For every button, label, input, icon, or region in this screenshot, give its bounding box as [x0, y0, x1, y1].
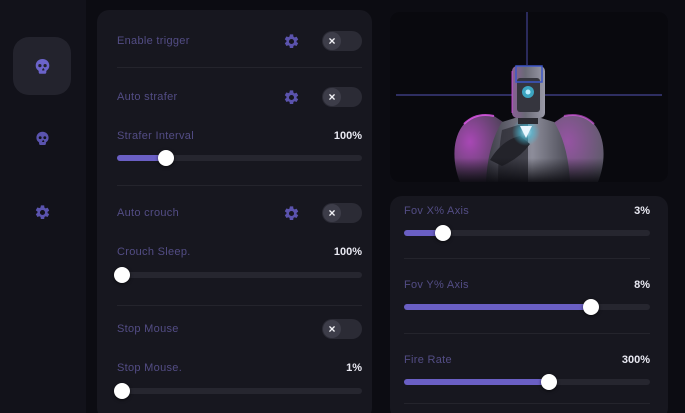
- slider-thumb[interactable]: [541, 374, 558, 390]
- fire-rate-labelrow: Fire Rate 300%: [404, 352, 650, 368]
- robot-face-emblem-core: [525, 89, 531, 95]
- stop-mouse-slider-value: 1%: [346, 362, 362, 374]
- aim-settings-panel: Fov X% Axis 3% Fov Y% Axis 8% Fire Rate …: [390, 196, 668, 413]
- x-icon: ×: [328, 322, 336, 336]
- toggle-knob: ×: [323, 320, 341, 338]
- stop-mouse-label: Stop Mouse: [117, 323, 179, 335]
- feature-row-auto-crouch: Auto crouch ×: [117, 193, 362, 233]
- fov-y-label: Fov Y% Axis: [404, 279, 469, 291]
- crouch-sleep-label: Crouch Sleep.: [117, 246, 191, 258]
- toggle-knob: ×: [323, 88, 341, 106]
- gear-icon[interactable]: [283, 33, 300, 50]
- strafer-interval-slider[interactable]: [117, 150, 362, 166]
- skull-icon: [35, 58, 49, 74]
- crouch-sleep-value: 100%: [333, 246, 362, 258]
- divider: [404, 333, 650, 334]
- fov-y-labelrow: Fov Y% Axis 8%: [404, 277, 650, 293]
- fov-y-slider[interactable]: [404, 299, 650, 315]
- stop-mouse-slider-labelrow: Stop Mouse. 1%: [117, 360, 362, 376]
- slider-thumb[interactable]: [113, 383, 130, 399]
- strafer-interval-value: 100%: [333, 130, 362, 142]
- robot-preview-panel: [390, 12, 668, 182]
- slider-fill: [404, 379, 550, 385]
- gear-icon: [35, 204, 49, 219]
- slider-fill: [404, 230, 444, 236]
- fov-x-label: Fov X% Axis: [404, 205, 470, 217]
- robot-chest-core: [520, 126, 532, 138]
- crouch-sleep-slider[interactable]: [113, 267, 362, 283]
- strafer-interval-label: Strafer Interval: [117, 130, 194, 142]
- sidebar-item-trigger[interactable]: [13, 109, 71, 167]
- sidebar-item-aim[interactable]: [13, 37, 71, 95]
- auto-crouch-label: Auto crouch: [117, 207, 180, 219]
- x-icon: ×: [328, 34, 336, 48]
- slider-track: [117, 388, 362, 394]
- gear-icon[interactable]: [283, 89, 300, 106]
- fire-rate-value: 300%: [621, 354, 650, 366]
- auto-crouch-toggle[interactable]: ×: [322, 203, 362, 223]
- divider: [404, 403, 650, 404]
- auto-strafer-label: Auto strafer: [117, 91, 178, 103]
- features-panel: Enable trigger × Auto strafer × Strafer …: [97, 10, 372, 413]
- stop-mouse-toggle[interactable]: ×: [322, 319, 362, 339]
- slider-fill: [117, 155, 166, 161]
- slider-track: [117, 272, 362, 278]
- divider: [117, 185, 362, 186]
- feature-row-auto-strafer: Auto strafer ×: [117, 77, 362, 117]
- x-icon: ×: [328, 206, 336, 220]
- feature-row-stop-mouse: Stop Mouse ×: [117, 309, 362, 349]
- sidebar: [0, 0, 86, 413]
- skull-icon: [35, 131, 49, 145]
- enable-trigger-label: Enable trigger: [117, 35, 190, 47]
- stop-mouse-slider-label: Stop Mouse.: [117, 362, 183, 374]
- fov-x-labelrow: Fov X% Axis 3%: [404, 203, 650, 219]
- slider-thumb[interactable]: [435, 225, 452, 241]
- slider-track: [404, 230, 650, 236]
- fov-x-slider[interactable]: [404, 225, 650, 241]
- divider: [404, 258, 650, 259]
- fov-x-value: 3%: [634, 205, 650, 217]
- head-target-box: [515, 65, 543, 83]
- strafer-interval-labelrow: Strafer Interval 100%: [117, 128, 362, 144]
- slider-thumb[interactable]: [113, 267, 130, 283]
- enable-trigger-toggle[interactable]: ×: [322, 31, 362, 51]
- robot-rim-light: [563, 114, 595, 125]
- slider-thumb[interactable]: [582, 299, 599, 315]
- crouch-sleep-labelrow: Crouch Sleep. 100%: [117, 244, 362, 260]
- x-icon: ×: [328, 90, 336, 104]
- robot-preview: [390, 12, 668, 182]
- slider-fill: [404, 304, 591, 310]
- divider: [117, 67, 362, 68]
- stop-mouse-slider[interactable]: [113, 383, 362, 399]
- fire-rate-label: Fire Rate: [404, 354, 452, 366]
- feature-row-enable-trigger: Enable trigger ×: [117, 21, 362, 61]
- auto-strafer-toggle[interactable]: ×: [322, 87, 362, 107]
- fire-rate-slider[interactable]: [404, 374, 650, 390]
- gear-icon[interactable]: [283, 205, 300, 222]
- fov-y-value: 8%: [634, 279, 650, 291]
- sidebar-item-settings[interactable]: [13, 183, 71, 241]
- slider-track: [117, 155, 362, 161]
- toggle-knob: ×: [323, 32, 341, 50]
- slider-thumb[interactable]: [158, 150, 174, 166]
- toggle-knob: ×: [323, 204, 341, 222]
- divider: [117, 305, 362, 306]
- robot-bottom-fade: [390, 158, 668, 182]
- robot-rim-light: [463, 114, 495, 125]
